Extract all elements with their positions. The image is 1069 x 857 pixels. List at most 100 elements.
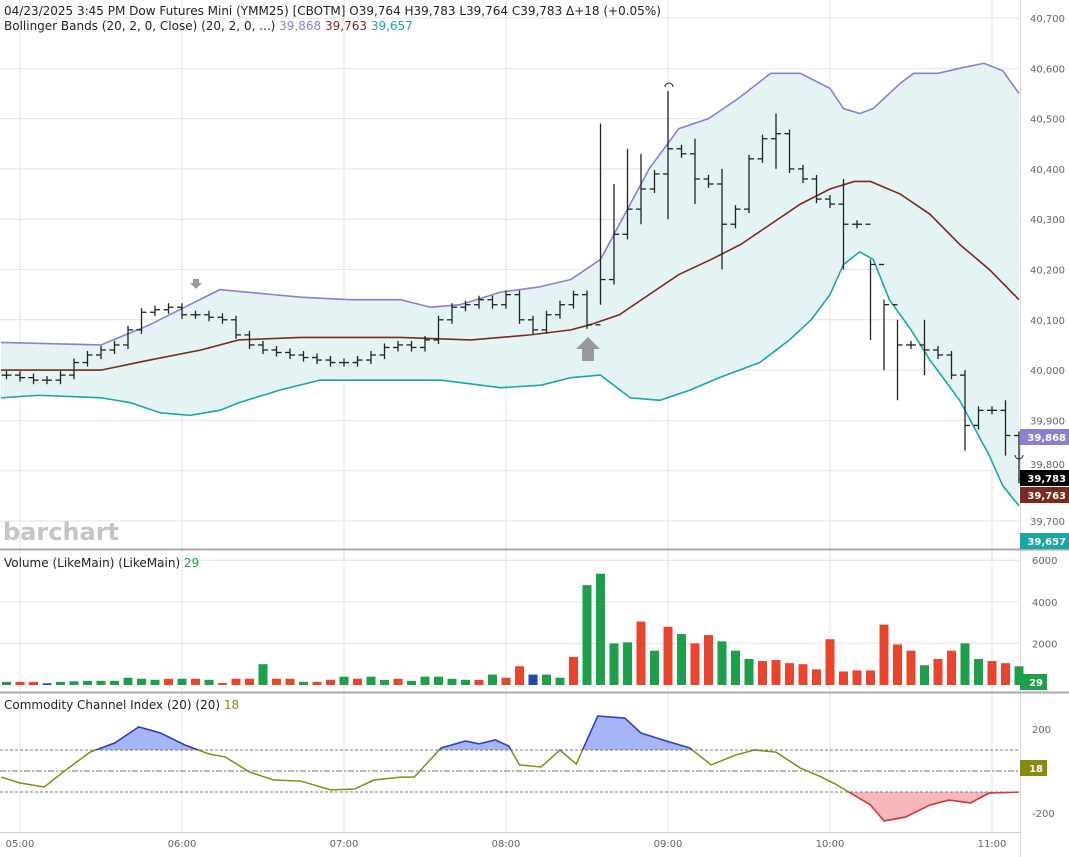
volume-bar: [285, 678, 295, 685]
volume-bar: [488, 674, 497, 685]
ohlc-bar: [271, 345, 282, 357]
ohlc-bar: [568, 290, 579, 309]
bollinger-upper-line: [1, 62, 1020, 346]
watermark-logo: barchart: [3, 518, 119, 546]
price-tick-label: 39,900: [1030, 416, 1065, 427]
cci-badge-text: 18: [1029, 764, 1043, 775]
volume-bar: [798, 664, 808, 685]
ohlc-bar: [177, 303, 187, 319]
ohlc-bar: [42, 376, 52, 385]
volume-bar: [326, 679, 335, 685]
volume-bar: [15, 681, 25, 685]
volume-bar: [771, 660, 781, 685]
ohlc-bar: [757, 134, 768, 163]
ohlc-bar: [163, 303, 174, 314]
bollinger-lower-value: 39,657: [371, 19, 413, 33]
ohlc-bar: [1, 371, 12, 380]
ohlc-bar: [730, 205, 741, 229]
ohlc-bar: [339, 358, 349, 367]
volume-bar: [164, 678, 173, 685]
ohlc-bar: [744, 154, 754, 214]
ohlc-bar: [663, 90, 673, 220]
ohlc-bar: [285, 348, 295, 360]
volume-bar: [447, 678, 457, 685]
volume-bar: [353, 678, 362, 685]
volume-bar: [893, 644, 902, 685]
bollinger-middle-value: 39,763: [325, 19, 367, 33]
ohlc-bar: [190, 310, 201, 319]
ohlc-bar: [609, 183, 619, 285]
volume-bar: [947, 650, 956, 685]
volume-bar: [933, 659, 943, 685]
volume-bars: [2, 573, 1024, 685]
ohlc-bar: [987, 406, 997, 415]
ohlc-bar: [55, 371, 66, 385]
close-badge-text: 39,783: [1027, 474, 1066, 485]
volume-bar: [69, 681, 79, 685]
volume-bar: [785, 663, 794, 685]
upper-badge-text: 39,868: [1027, 433, 1066, 444]
upper-badge: 39,868: [1020, 429, 1069, 445]
ohlc-bar: [231, 315, 241, 339]
volume-bar: [920, 665, 929, 685]
ohlc-bar: [690, 138, 700, 205]
cci-line-pos: [93, 715, 763, 750]
volume-bar: [663, 626, 673, 685]
volume-bar: [42, 683, 52, 685]
ohlc-bar: [676, 144, 687, 158]
volume-value: 29: [184, 556, 199, 570]
ohlc-bar: [244, 330, 255, 349]
volume-bar: [137, 678, 146, 685]
ohlc-bar: [69, 358, 79, 380]
volume-bar: [461, 679, 470, 685]
price-tick-label: 40,300: [1030, 215, 1065, 226]
bollinger-label: Bollinger Bands (20, 2, 0, Close) (20, 2…: [4, 19, 275, 33]
volume-legend: Volume (LikeMain) (LikeMain) 29: [4, 556, 199, 570]
volume-bar: [582, 585, 592, 685]
volume-bar: [650, 650, 659, 685]
volume-bar: [569, 656, 578, 685]
volume-bar: [555, 677, 565, 685]
volume-bar: [812, 669, 821, 685]
volume-bar: [839, 671, 848, 685]
cci-plot: [0, 715, 1020, 822]
bollinger-upper-value: 39,868: [279, 19, 321, 33]
ohlc-bar: [703, 174, 714, 189]
ohlc-bar: [258, 340, 268, 355]
time-tick-label: 11:00: [978, 839, 1007, 850]
volume-bar: [258, 664, 268, 685]
ohlc-bar: [582, 290, 592, 329]
ohlc-bar: [555, 300, 565, 319]
volume-bar: [218, 682, 227, 685]
ohlc-bar: [487, 295, 498, 309]
price-tick-label: 40,200: [1030, 266, 1065, 277]
ohlc-bar: [595, 123, 606, 326]
volume-bar: [312, 681, 322, 685]
volume-bar: [434, 676, 443, 685]
ohlc-bar: [150, 305, 160, 317]
lower-badge-text: 39,657: [1027, 537, 1066, 548]
ohlc-bar: [82, 350, 93, 367]
volume-bar: [231, 678, 241, 685]
price-tick-label: 39,800: [1030, 460, 1065, 471]
volume-bar: [758, 661, 767, 685]
volume-badge-text: 29: [1029, 678, 1043, 689]
volume-bar: [366, 676, 376, 685]
volume-bar: [596, 573, 605, 685]
ohlc-bar: [433, 315, 444, 344]
up-arrow-icon: [576, 337, 600, 361]
price-tick-label: 40,400: [1030, 165, 1065, 176]
bollinger-legend: Bollinger Bands (20, 2, 0, Close) (20, 2…: [4, 19, 413, 33]
volume-bar: [96, 680, 106, 685]
down-arrow-icon: [190, 279, 202, 289]
ohlc-bar: [501, 290, 511, 309]
volume-bar: [717, 641, 727, 685]
volume-bar: [339, 676, 349, 685]
cci-label: Commodity Channel Index (20) (20): [4, 698, 220, 712]
lower-badge: 39,657: [1020, 533, 1069, 549]
ohlc-bar: [514, 290, 525, 324]
cci-legend: Commodity Channel Index (20) (20) 18: [4, 698, 239, 712]
ohlc-bar: [379, 343, 390, 360]
ohlc-bar: [636, 153, 646, 225]
